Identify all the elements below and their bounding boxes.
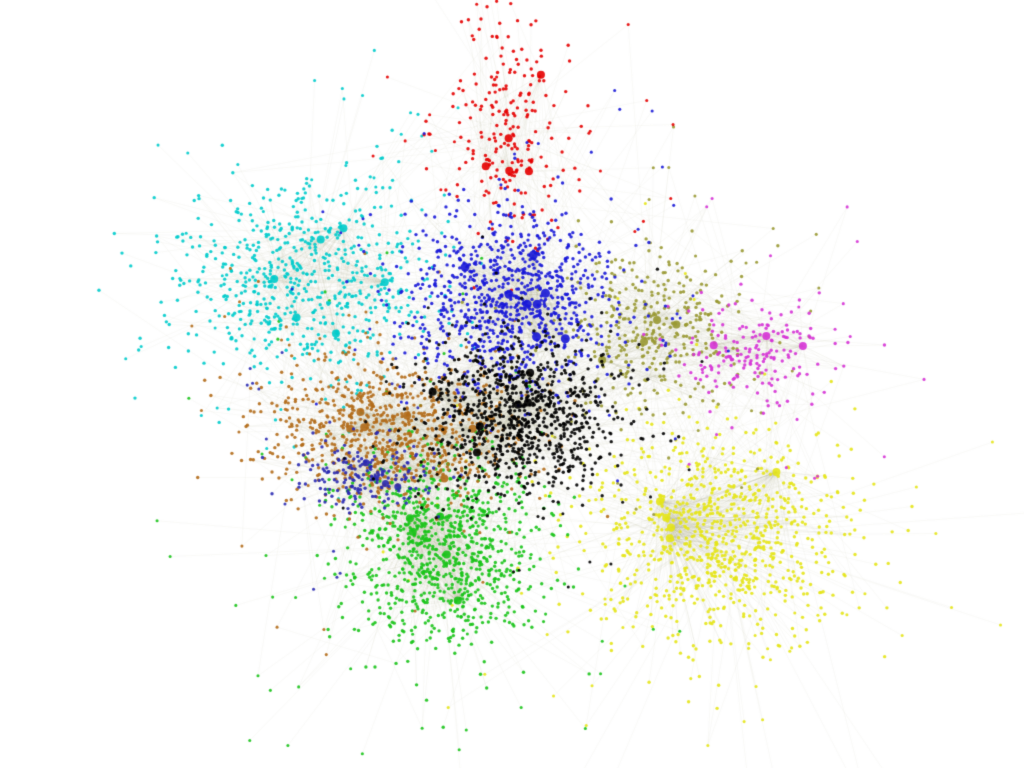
network-graph-canvas [0,0,1024,768]
